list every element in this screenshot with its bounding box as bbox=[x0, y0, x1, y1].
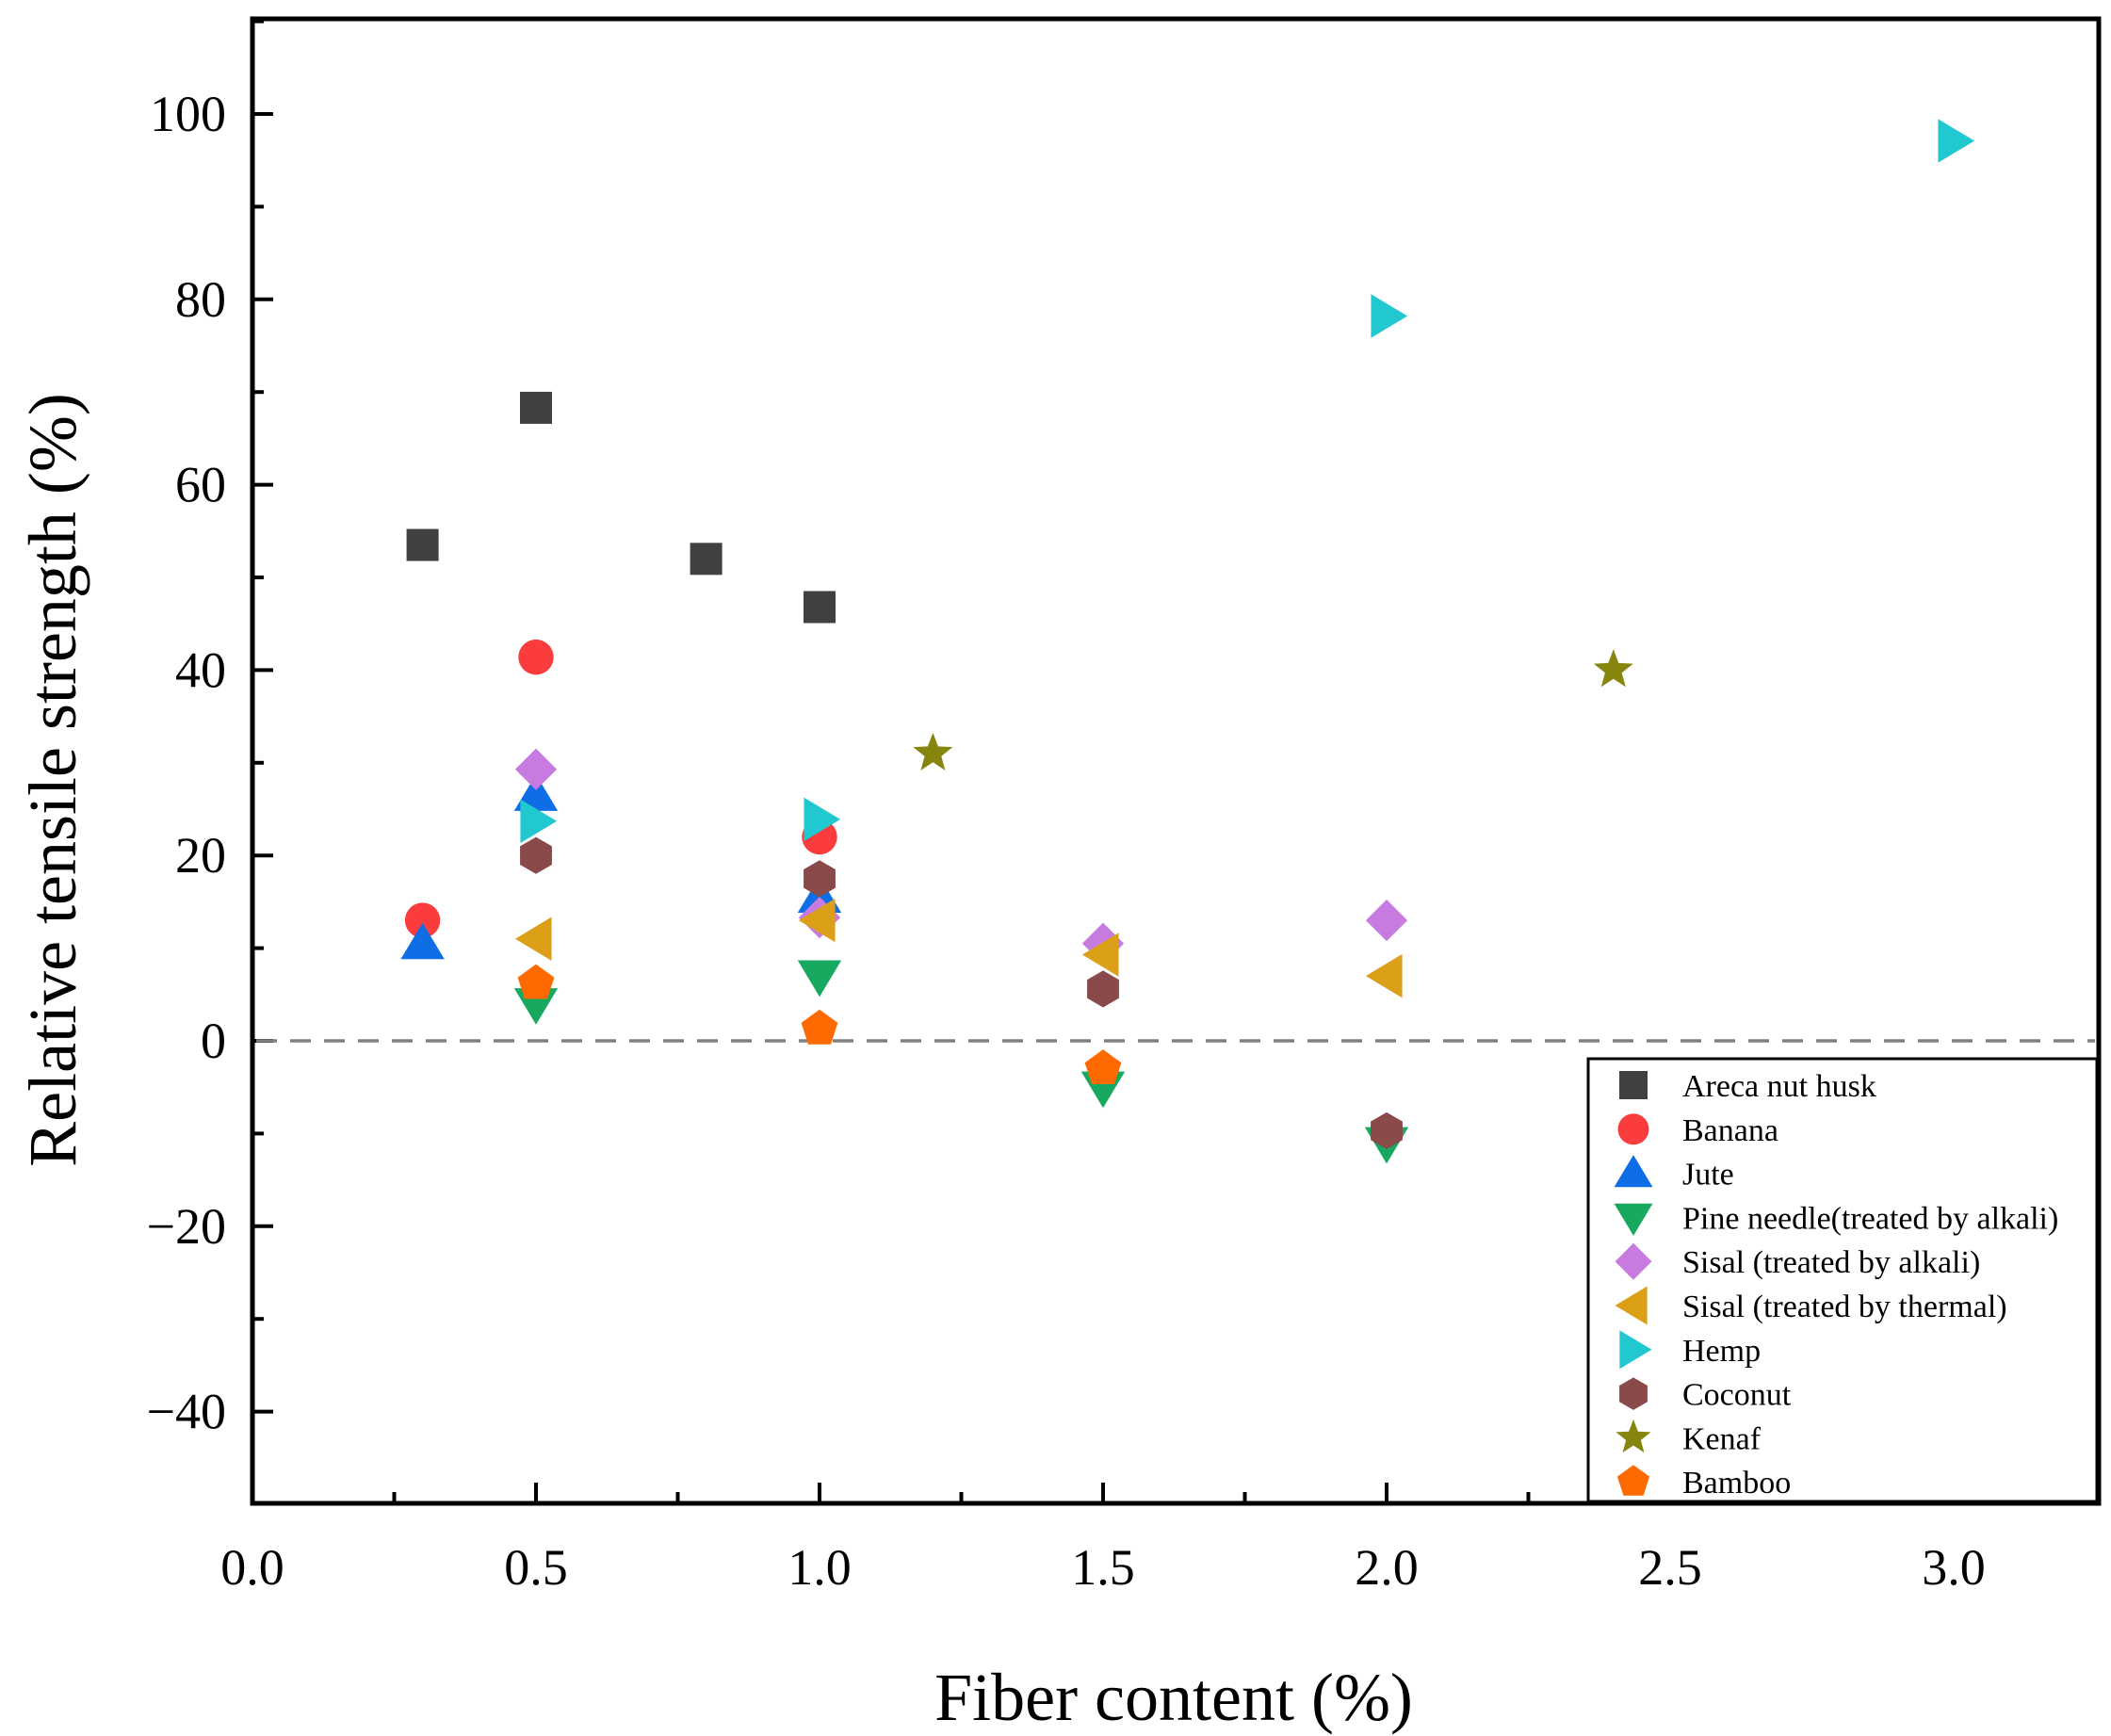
legend-label-areca-nut-husk: Areca nut husk bbox=[1682, 1069, 1876, 1104]
point-coconut bbox=[1371, 1111, 1403, 1149]
legend-marker-coconut bbox=[1619, 1377, 1648, 1410]
point-coconut bbox=[1087, 970, 1119, 1008]
point-jute bbox=[400, 922, 445, 960]
series-coconut bbox=[520, 836, 1403, 1149]
legend-label-jute: Jute bbox=[1682, 1158, 1734, 1192]
y-tick-label: −20 bbox=[147, 1198, 226, 1255]
series-areca-nut-husk bbox=[406, 391, 836, 624]
legend-label-sisal-treated-by-alkali: Sisal (treated by alkali) bbox=[1682, 1245, 1980, 1280]
point-hemp bbox=[1371, 294, 1408, 338]
legend: Areca nut husk Banana Jute Pine needle(trea… bbox=[1586, 1057, 2099, 1503]
legend-label-bamboo: Bamboo bbox=[1682, 1466, 1791, 1501]
legend-label-pine-needle-treated-by-alkali: Pine needle(treated by alkali) bbox=[1682, 1201, 2058, 1236]
legend-marker-bamboo bbox=[1616, 1465, 1650, 1496]
point-pine-needle-treated-by-alkali bbox=[797, 960, 842, 998]
legend-marker-banana bbox=[1617, 1113, 1649, 1145]
point-areca-nut-husk bbox=[804, 591, 836, 624]
y-tick-label: −40 bbox=[147, 1384, 226, 1440]
point-coconut bbox=[804, 860, 836, 898]
series-sisal-treated-by-thermal bbox=[514, 898, 1403, 998]
point-kenaf bbox=[913, 732, 953, 771]
series-bamboo bbox=[517, 964, 1122, 1085]
legend-label-kenaf: Kenaf bbox=[1682, 1421, 1762, 1456]
point-sisal-treated-by-thermal bbox=[1081, 933, 1119, 977]
x-tick-label: 0.0 bbox=[220, 1539, 284, 1596]
point-hemp bbox=[1938, 119, 1975, 163]
y-tick-label: 0 bbox=[201, 1013, 226, 1069]
y-tick-label: 40 bbox=[175, 641, 226, 698]
y-tick-label: 20 bbox=[175, 827, 226, 884]
point-areca-nut-husk bbox=[406, 528, 439, 561]
x-axis-title: Fiber content (%) bbox=[934, 1660, 1413, 1735]
series-kenaf bbox=[913, 649, 1633, 771]
x-tick-label: 1.5 bbox=[1071, 1539, 1135, 1596]
x-tick-label: 2.5 bbox=[1638, 1539, 1702, 1596]
point-sisal-treated-by-alkali bbox=[1365, 899, 1408, 942]
legend-label-coconut: Coconut bbox=[1682, 1378, 1792, 1413]
legend-marker-jute bbox=[1614, 1155, 1653, 1188]
data-points bbox=[400, 119, 1975, 1164]
point-coconut bbox=[520, 836, 552, 874]
point-sisal-treated-by-thermal bbox=[798, 898, 836, 943]
point-areca-nut-husk bbox=[690, 543, 723, 576]
point-jute bbox=[513, 774, 559, 811]
legend-box bbox=[1586, 1057, 2099, 1503]
legend-marker-sisal-treated-by-alkali bbox=[1615, 1242, 1652, 1280]
y-axis-title: Relative tensile strength (%) bbox=[15, 393, 90, 1167]
point-banana bbox=[404, 902, 441, 938]
point-sisal-treated-by-thermal bbox=[1365, 953, 1403, 998]
legend-marker-pine-needle-treated-by-alkali bbox=[1614, 1203, 1653, 1236]
axis-tick-labels: 0.0 0.5 1.0 1.5 2.0 2.5 3.0 −40 −20 0 20 40 60 80 100 bbox=[147, 86, 1986, 1596]
legend-marker-kenaf bbox=[1616, 1419, 1651, 1453]
x-tick-label: 3.0 bbox=[1922, 1539, 1986, 1596]
x-tick-label: 0.5 bbox=[504, 1539, 568, 1596]
series-hemp bbox=[520, 119, 1975, 843]
y-tick-label: 60 bbox=[175, 457, 226, 513]
legend-label-banana: Banana bbox=[1682, 1113, 1778, 1148]
y-tick-label: 80 bbox=[175, 271, 226, 328]
legend-marker-hemp bbox=[1619, 1330, 1652, 1370]
point-sisal-treated-by-alkali bbox=[514, 748, 558, 790]
point-hemp bbox=[804, 797, 841, 842]
point-bamboo bbox=[517, 964, 555, 999]
point-areca-nut-husk bbox=[520, 391, 552, 424]
legend-label-hemp: Hemp bbox=[1682, 1334, 1761, 1369]
x-tick-label: 2.0 bbox=[1355, 1539, 1419, 1596]
legend-marker-areca-nut-husk bbox=[1619, 1071, 1648, 1099]
point-hemp bbox=[520, 799, 558, 843]
x-tick-label: 1.0 bbox=[788, 1539, 852, 1596]
point-kenaf bbox=[1593, 649, 1633, 688]
y-tick-label: 100 bbox=[150, 86, 226, 142]
point-bamboo bbox=[801, 1009, 838, 1045]
legend-marker-sisal-treated-by-thermal bbox=[1615, 1286, 1648, 1325]
point-sisal-treated-by-thermal bbox=[514, 917, 552, 961]
point-banana bbox=[518, 639, 554, 675]
legend-label-sisal-treated-by-thermal: Sisal (treated by thermal) bbox=[1682, 1290, 2007, 1324]
point-bamboo bbox=[1084, 1049, 1122, 1085]
